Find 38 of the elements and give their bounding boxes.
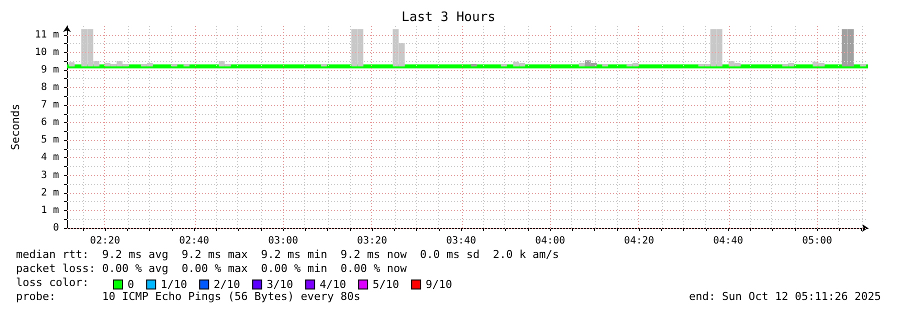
y-tick-label: 4 m: [40, 152, 59, 164]
text: packet loss: 0.00 % avg 0.00 % max 0.00 % min 0.00 % now: [16, 262, 408, 275]
x-tick-label: 04:00: [535, 236, 566, 246]
y-tick-label: 8 m: [40, 82, 59, 93]
bar: [183, 64, 190, 66]
y-tick-label: 5 m: [40, 134, 59, 146]
y-tick-label: 11 m: [34, 29, 59, 40]
x-tick-label: 03:20: [357, 236, 388, 246]
legend-label: 9/10: [426, 278, 452, 291]
x-tick-label: 04:40: [713, 236, 744, 246]
x-tick-label: 02:20: [90, 236, 120, 246]
x-tick-label: 05:00: [802, 236, 832, 246]
legend-label: 2/10: [214, 278, 240, 291]
x-tick-label: 03:00: [268, 236, 298, 246]
legend-label: 1/10: [160, 278, 188, 291]
y-tick-label: 10 m: [34, 46, 59, 58]
legend-label: 4/10: [320, 278, 346, 291]
y-tick-label: 6 m: [40, 117, 59, 128]
text: median rtt: 9.2 ms avg 9.2 ms max 9.2 ms min 9.2 ms now 0.0 ms sd 2.0 k am/s: [16, 248, 560, 261]
legend-title: loss color:: [16, 276, 89, 289]
y-tick-label: 1 m: [40, 204, 59, 216]
text: end: Sun Oct 12 05:11:26 2025: [688, 290, 882, 303]
text: probe: 10 ICMP Echo Pings (56 Bytes) every 80s: [16, 290, 360, 303]
y-tick-label: 3 m: [40, 170, 59, 181]
x-tick-label: 04:20: [624, 236, 654, 246]
chart-title: Last 3 Hours: [402, 10, 496, 25]
y-tick-label: 7 m: [40, 100, 59, 111]
y-tick-label: 2 m: [40, 187, 59, 198]
legend-label: 3/10: [266, 278, 294, 291]
legend-label: 5/10: [372, 278, 400, 291]
legend-label: 0: [128, 278, 134, 291]
bar: [602, 64, 608, 66]
x-tick-label: 03:40: [446, 236, 476, 246]
y-tick-label: 9 m: [40, 64, 59, 76]
bar: [470, 64, 477, 66]
y-tick-label: 0: [52, 222, 59, 234]
y-axis-title: Seconds: [9, 104, 22, 150]
x-tick-label: 02:40: [179, 236, 210, 246]
